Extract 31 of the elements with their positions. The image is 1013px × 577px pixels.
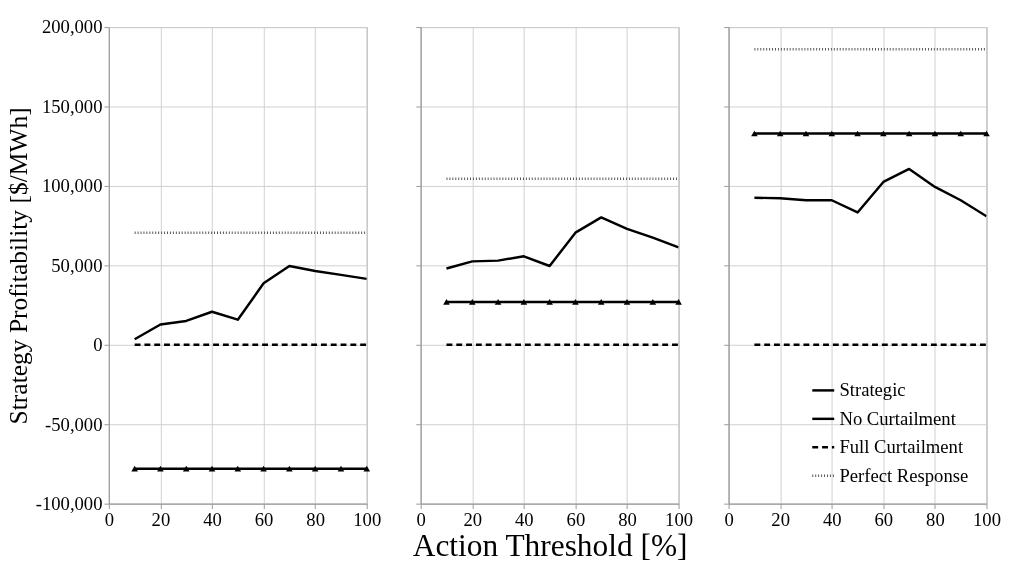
x-tick-label: 40 [515,508,534,530]
x-tick-label: 60 [254,508,274,530]
x-tick-label: 100 [665,508,694,530]
x-tick-label: 100 [973,508,1001,530]
x-tick-label: 40 [203,508,222,530]
y-tick-label: 150,000 [41,95,103,117]
y-tick-label: -50,000 [45,413,103,435]
y-tick-label: -100,000 [35,493,103,515]
x-tick-label: 20 [463,508,483,530]
x-tick-label: 0 [724,508,734,530]
x-tick-label: 60 [566,508,586,530]
x-tick-label: 0 [416,508,426,530]
x-tick-label: 60 [874,508,894,530]
x-tick-label: 80 [306,508,325,530]
x-axis-title: Action Threshold [%] [412,528,688,564]
legend-label: Perfect Response [839,464,969,486]
x-tick-label: 40 [822,508,842,530]
y-tick-label: 50,000 [51,254,103,276]
line-series [133,264,367,341]
y-tick-label: 0 [93,334,103,356]
y-tick-label: 100,000 [41,175,103,197]
legend-label: No Curtailment [839,407,957,429]
y-tick-label: 200,000 [41,16,103,38]
x-tick-label: 20 [151,508,171,530]
x-tick-label: 80 [618,508,637,530]
x-tick-label: 80 [926,508,945,530]
legend-label: Full Curtailment [839,436,964,458]
y-axis-title: Strategy Profitability [$/MWh] [3,107,33,425]
legend-label: Strategic [839,379,906,401]
x-tick-label: 20 [771,508,790,530]
x-tick-label: 100 [353,508,382,530]
